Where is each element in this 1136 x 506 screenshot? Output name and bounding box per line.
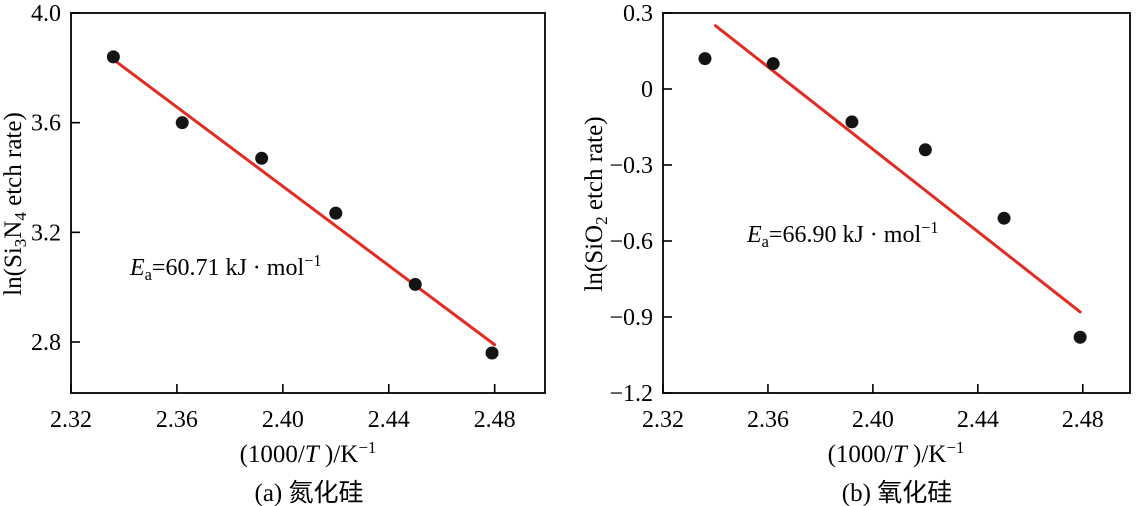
x-axis-tick-label: 2.44 — [957, 407, 999, 433]
panel-caption-b: (b) 氧化硅 — [841, 480, 953, 506]
text-part: 3 — [10, 238, 30, 248]
y-axis-tick-label: 2.8 — [31, 330, 61, 356]
x-axis-label-a: (1000/T )/K−1 — [239, 437, 377, 469]
y-axis-tick-label: 3.6 — [31, 111, 61, 137]
text-part: N — [0, 220, 27, 239]
data-point-b-1 — [698, 52, 712, 66]
activation-energy-annotation-a: Ea=60.71 kJ · mol−1 — [130, 252, 321, 284]
x-axis-tick-label: 2.48 — [1062, 407, 1104, 433]
panel-caption-a: (a) 氮化硅 — [254, 480, 364, 506]
text-part: etch rate) — [0, 112, 27, 213]
text-part: ln(Si — [0, 247, 27, 296]
text-part: T — [304, 441, 319, 468]
text-part: −1 — [946, 437, 965, 457]
x-axis-tick-label: 2.36 — [156, 407, 198, 433]
y-axis-tick-label: 4.0 — [31, 1, 61, 27]
text-part: E — [747, 222, 762, 248]
text-part: =60.71 kJ · mol — [151, 255, 305, 281]
data-point-a-2 — [175, 116, 189, 130]
data-point-b-3 — [845, 115, 859, 129]
fit-line-a — [111, 58, 497, 347]
x-axis-tick-label: 2.44 — [368, 407, 410, 433]
x-axis-tick-label: 2.32 — [642, 407, 684, 433]
y-axis-tick-label: 0.3 — [623, 1, 653, 27]
text-part: a — [144, 264, 152, 284]
y-axis-tick-label: −0.3 — [609, 153, 653, 179]
data-point-a-4 — [329, 206, 343, 220]
text-part: =66.90 kJ · mol — [768, 222, 922, 248]
text-part: a — [761, 231, 769, 251]
fit-line-b — [713, 24, 1082, 314]
text-part: etch rate) — [581, 116, 608, 217]
text-part: T — [892, 441, 907, 468]
x-axis-tick-label: 2.48 — [474, 407, 516, 433]
text-part: (1000/ — [827, 441, 893, 468]
text-part: −1 — [358, 437, 377, 457]
data-point-a-5 — [408, 277, 422, 291]
data-point-b-2 — [766, 57, 780, 71]
y-axis-tick-label: 0 — [641, 77, 653, 103]
text-part: (1000/ — [239, 441, 305, 468]
data-point-b-4 — [918, 143, 932, 157]
data-point-b-6 — [1073, 330, 1087, 344]
text-part: 4 — [10, 212, 30, 221]
text-part: −1 — [304, 251, 322, 271]
y-axis-tick-label: −0.9 — [609, 305, 653, 331]
text-part: )/K — [318, 441, 359, 468]
x-axis-tick-label: 2.40 — [852, 407, 894, 433]
y-axis-tick-label: −0.6 — [609, 229, 653, 255]
x-axis-tick-label: 2.36 — [747, 407, 789, 433]
text-part: )/K — [906, 441, 947, 468]
text-part: E — [130, 255, 145, 281]
y-axis-label-a: ln(Si3N4 etch rate) — [0, 112, 30, 296]
plot-frame-a — [70, 12, 546, 394]
y-axis-tick-label: 3.2 — [31, 220, 61, 246]
x-axis-tick-label: 2.32 — [50, 407, 92, 433]
data-point-b-5 — [997, 211, 1011, 225]
data-point-a-3 — [255, 151, 269, 165]
x-axis-tick-label: 2.40 — [262, 407, 304, 433]
text-part: ln(SiO — [581, 224, 608, 292]
y-axis-tick-label: −1.2 — [609, 381, 653, 407]
y-axis-label-b: ln(SiO2 etch rate) — [581, 116, 611, 292]
plot-frame-b — [662, 12, 1131, 394]
text-part: −1 — [921, 218, 939, 238]
x-axis-label-b: (1000/T )/K−1 — [827, 437, 965, 469]
activation-energy-annotation-b: Ea=66.90 kJ · mol−1 — [747, 219, 938, 251]
data-point-a-1 — [106, 50, 120, 64]
text-part: 2 — [591, 216, 611, 225]
data-point-a-6 — [485, 346, 499, 360]
